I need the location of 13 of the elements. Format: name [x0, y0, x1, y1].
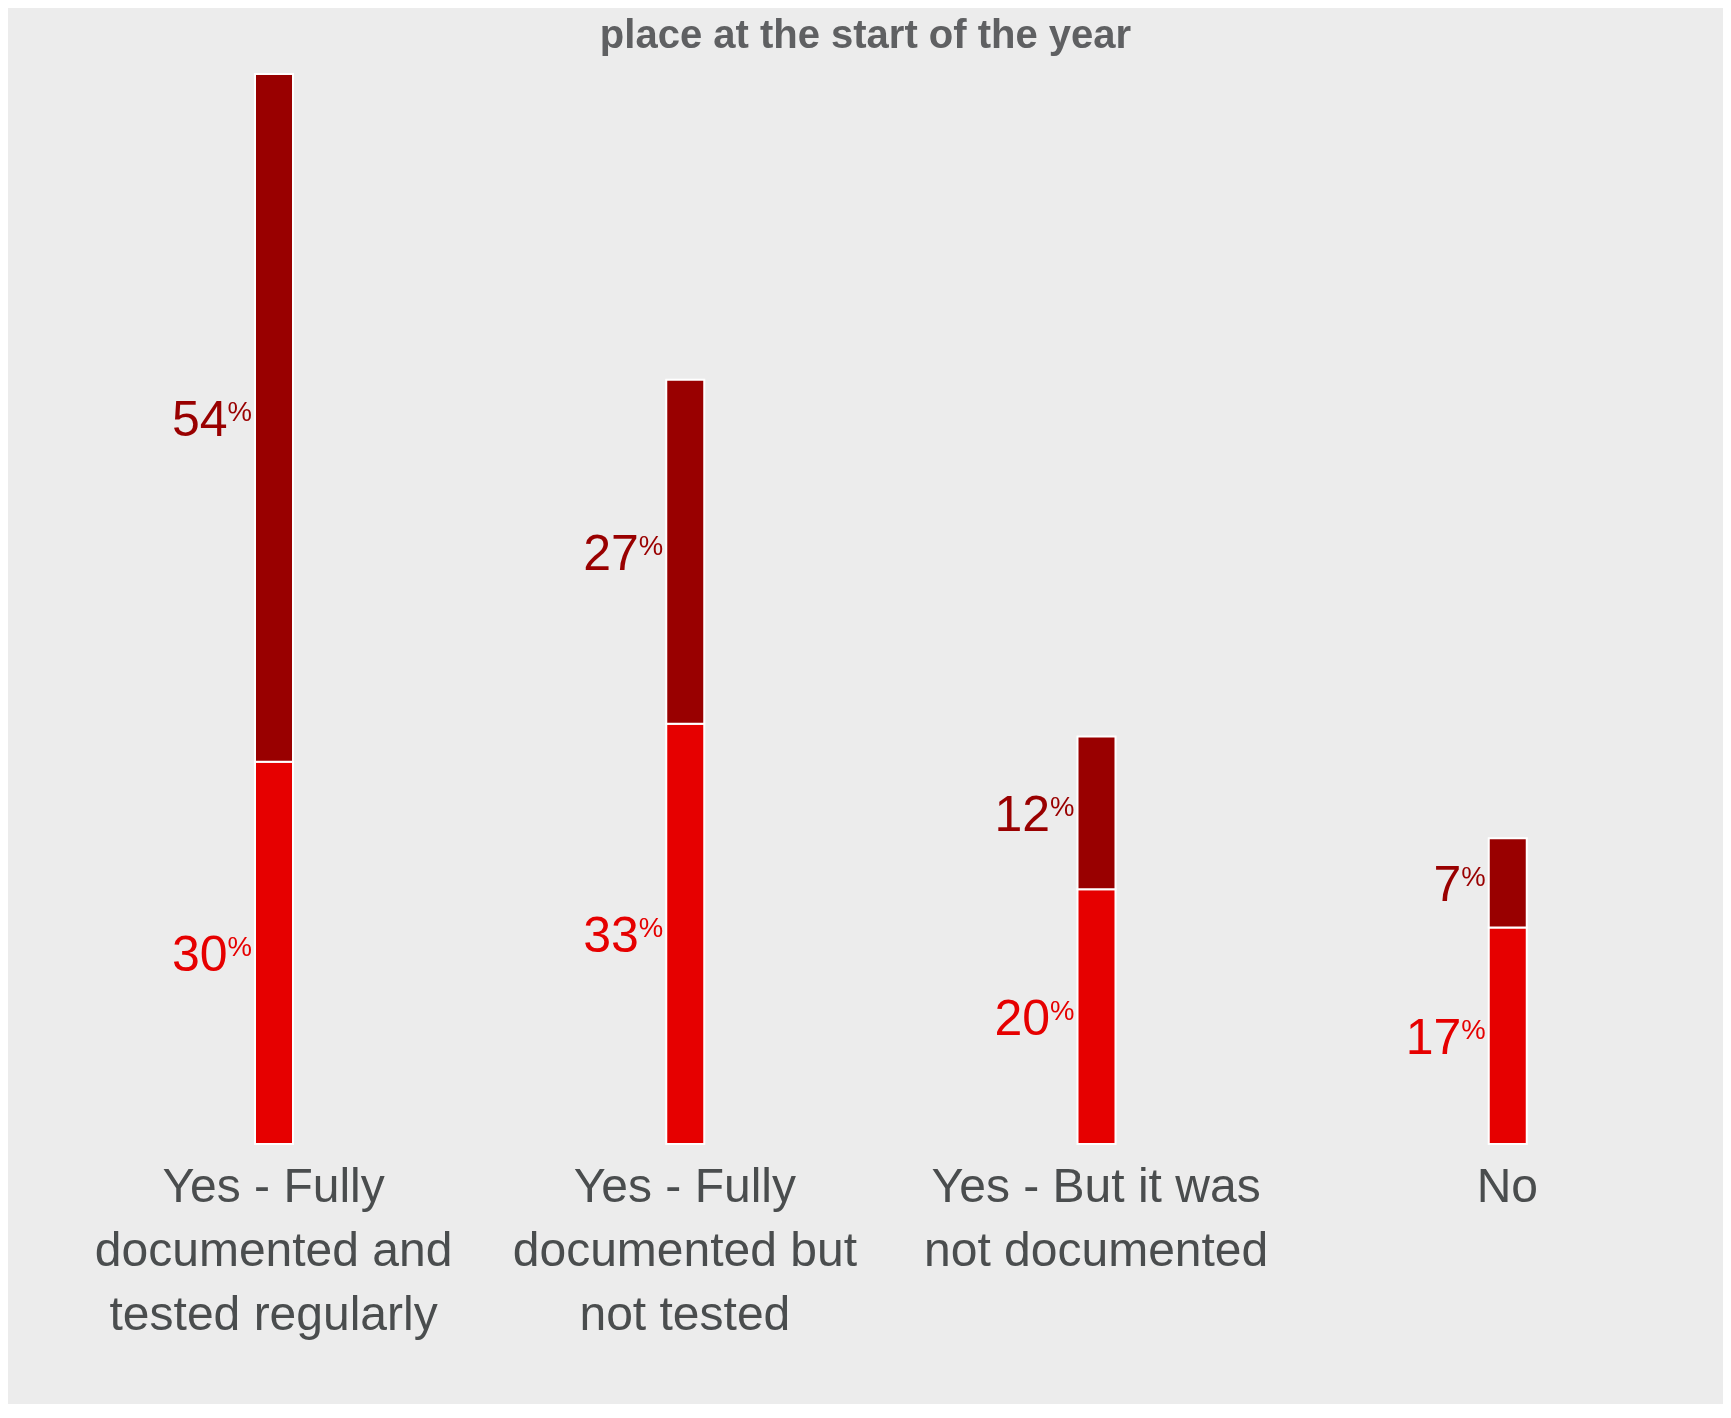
data-label: 27$^{%}$	[583, 524, 664, 581]
x-tick-label: Yes - Fully documented and tested regularly	[94, 1159, 453, 1340]
chart-title: place at the start of the year	[598, 11, 1133, 58]
data-label: 20$^{%}$	[994, 989, 1075, 1046]
data-label: 12$^{%}$	[994, 785, 1075, 842]
data-label: 30$^{%}$	[171, 925, 252, 982]
data-label: 7$^{%}$	[1433, 855, 1486, 912]
data-label: 33$^{%}$	[583, 906, 664, 963]
data-label: 17$^{%}$	[1405, 1008, 1486, 1065]
x-tick-label: Yes - Fully documented but not tested	[512, 1159, 857, 1340]
x-tick-label: No	[1476, 1159, 1539, 1212]
x-tick-label: Yes - But it was not documented	[924, 1159, 1269, 1276]
data-label: 54$^{%}$	[171, 390, 252, 447]
